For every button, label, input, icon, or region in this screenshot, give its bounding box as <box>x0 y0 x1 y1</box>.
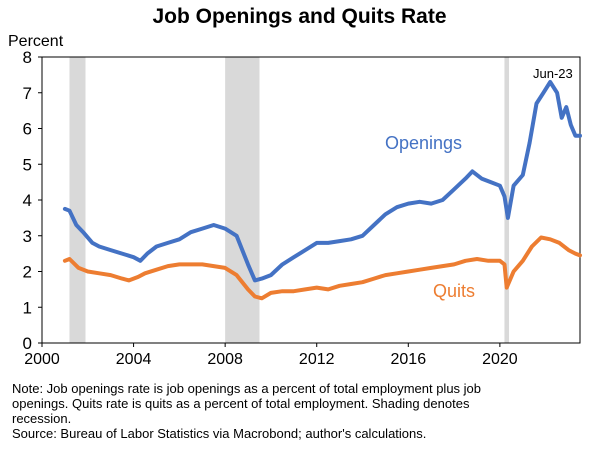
y-tick-label: 0 <box>23 334 32 353</box>
y-tick-label: 4 <box>23 191 32 210</box>
y-tick-label: 6 <box>23 120 32 139</box>
y-axis-label: Percent <box>8 33 64 50</box>
series-label-openings: Openings <box>385 133 462 153</box>
series-layer <box>62 80 582 301</box>
plot-frame <box>41 56 581 344</box>
y-tick-label: 8 <box>23 48 32 67</box>
series-line-quits <box>62 235 582 301</box>
chart-title: Job Openings and Quits Rate <box>152 5 447 28</box>
x-tick-label: 2012 <box>299 351 335 368</box>
note-line-2: openings. Quits rate is quits as a perce… <box>12 396 470 411</box>
source-line: Source: Bureau of Labor Statistics via M… <box>12 426 427 441</box>
y-tick-label: 1 <box>23 298 32 317</box>
label-layer: Openings Quits Jun-23 <box>385 66 573 301</box>
x-tick-label: 2000 <box>24 351 60 368</box>
series-line-openings <box>62 80 582 283</box>
line-chart: 0 1 2 3 4 5 6 7 8 2000 2004 2008 2012 2016 2020 Percent… <box>8 33 582 368</box>
x-tick-label: 2016 <box>391 351 427 368</box>
note-line-3: recession. <box>12 411 72 426</box>
recession-band <box>225 57 260 343</box>
x-tick-label: 2020 <box>482 351 518 368</box>
chart-notes: Note: Job openings rate is job openings … <box>12 381 592 441</box>
y-tick-label: 2 <box>23 263 32 282</box>
annotation-jun-23: Jun-23 <box>533 66 573 81</box>
x-tick-label: 2004 <box>116 351 152 368</box>
series-label-quits: Quits <box>433 281 475 301</box>
note-line-1: Note: Job openings rate is job openings … <box>12 381 482 396</box>
y-tick-label: 5 <box>23 155 32 174</box>
y-tick-label: 3 <box>23 227 32 246</box>
axis-layer: 0 1 2 3 4 5 6 7 8 2000 2004 2008 2012 2016 2020 Percent <box>8 33 581 368</box>
recession-band <box>69 57 86 343</box>
y-tick-label: 7 <box>23 84 32 103</box>
x-tick-label: 2008 <box>207 351 243 368</box>
